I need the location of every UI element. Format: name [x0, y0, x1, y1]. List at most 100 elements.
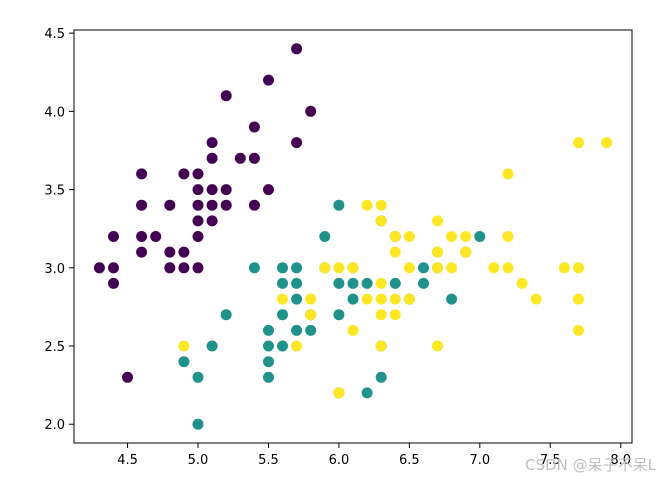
point-s2-39 — [573, 137, 584, 149]
point-s2-20 — [389, 293, 401, 305]
y-tick-label: 2.5 — [44, 340, 65, 355]
point-s0-35 — [263, 184, 274, 196]
point-s1-23 — [333, 277, 345, 289]
y-tick-label: 4.5 — [44, 27, 65, 42]
point-s2-13 — [375, 215, 387, 227]
x-tick-label: 4.5 — [117, 453, 138, 468]
point-s1-19 — [305, 324, 317, 336]
point-s1-4 — [220, 309, 232, 321]
point-s1-15 — [291, 277, 303, 289]
point-s0-38 — [305, 105, 317, 117]
point-s1-24 — [333, 309, 345, 321]
point-s0-20 — [192, 231, 204, 242]
point-s0-17 — [192, 184, 204, 196]
point-s1-7 — [263, 340, 274, 352]
point-s0-22 — [206, 137, 218, 149]
point-s2-10 — [361, 199, 373, 211]
point-s0-12 — [164, 262, 176, 274]
point-s0-33 — [248, 199, 260, 211]
point-s0-37 — [291, 137, 303, 149]
point-s1-17 — [291, 324, 303, 336]
point-s1-20 — [319, 231, 331, 242]
point-s2-18 — [389, 231, 401, 242]
point-s1-30 — [361, 387, 373, 399]
point-s2-14 — [375, 277, 387, 289]
point-s0-27 — [220, 90, 232, 102]
point-s2-40 — [573, 262, 584, 274]
point-s2-36 — [516, 277, 528, 289]
point-s2-1 — [277, 293, 288, 305]
point-s2-21 — [389, 309, 401, 321]
point-s2-5 — [319, 262, 331, 274]
point-s1-35 — [389, 277, 401, 289]
point-s1-14 — [291, 262, 303, 274]
point-s1-22 — [333, 199, 345, 211]
point-s0-3 — [108, 277, 119, 289]
point-s0-15 — [178, 262, 190, 274]
x-tick-label: 5.0 — [188, 453, 209, 468]
point-s2-35 — [502, 262, 514, 274]
point-s1-41 — [446, 293, 458, 305]
point-s1-16 — [291, 293, 303, 305]
point-s2-31 — [460, 246, 472, 258]
point-s0-5 — [136, 168, 148, 180]
point-s1-3 — [206, 340, 218, 352]
point-s2-32 — [488, 262, 500, 274]
point-s0-19 — [192, 215, 204, 227]
point-s2-41 — [573, 293, 584, 305]
point-s2-17 — [375, 340, 387, 352]
point-s0-25 — [206, 199, 218, 211]
point-s2-2 — [291, 340, 303, 352]
point-s2-33 — [502, 168, 514, 180]
point-s1-0 — [178, 356, 190, 368]
point-s0-34 — [263, 74, 274, 86]
point-s1-2 — [192, 418, 204, 430]
point-s0-9 — [150, 231, 162, 242]
point-s0-26 — [206, 215, 218, 227]
point-s2-23 — [403, 262, 415, 274]
point-s2-27 — [432, 340, 443, 352]
plot-frame — [73, 29, 633, 444]
point-s1-43 — [474, 231, 486, 242]
point-s0-10 — [164, 199, 176, 211]
point-s0-7 — [136, 231, 148, 242]
point-s1-10 — [277, 262, 288, 274]
x-tick-label: 7.0 — [469, 453, 490, 468]
point-s2-9 — [347, 324, 359, 336]
point-s2-7 — [333, 387, 345, 399]
point-s0-32 — [248, 152, 260, 164]
point-s0-16 — [192, 168, 204, 180]
point-s0-11 — [164, 246, 176, 258]
point-s0-2 — [108, 262, 119, 274]
point-s2-3 — [305, 293, 317, 305]
point-s0-8 — [136, 246, 148, 258]
point-s1-27 — [347, 277, 359, 289]
point-s1-6 — [263, 324, 274, 336]
point-s0-23 — [206, 152, 218, 164]
point-s2-43 — [601, 137, 613, 149]
point-s0-30 — [234, 152, 246, 164]
point-s2-28 — [446, 231, 458, 242]
point-s0-1 — [108, 231, 119, 242]
watermark: CSDN @呆子不呆L — [525, 456, 656, 474]
point-s1-12 — [277, 309, 288, 321]
point-s2-44 — [403, 293, 415, 305]
point-s2-24 — [432, 215, 443, 227]
point-s1-1 — [192, 371, 204, 383]
point-s1-8 — [263, 356, 274, 368]
point-s1-9 — [263, 371, 274, 383]
point-s2-6 — [333, 262, 345, 274]
point-s2-42 — [573, 324, 584, 336]
point-s1-38 — [418, 277, 429, 289]
point-s2-11 — [361, 293, 373, 305]
point-s1-32 — [375, 371, 387, 383]
point-s0-31 — [248, 121, 260, 133]
point-s2-37 — [530, 293, 542, 305]
x-tick-label: 6.5 — [399, 453, 420, 468]
point-s2-12 — [375, 199, 387, 211]
point-s2-25 — [432, 246, 443, 258]
point-s0-0 — [93, 262, 105, 274]
point-s1-28 — [347, 293, 359, 305]
point-s1-11 — [277, 277, 288, 289]
